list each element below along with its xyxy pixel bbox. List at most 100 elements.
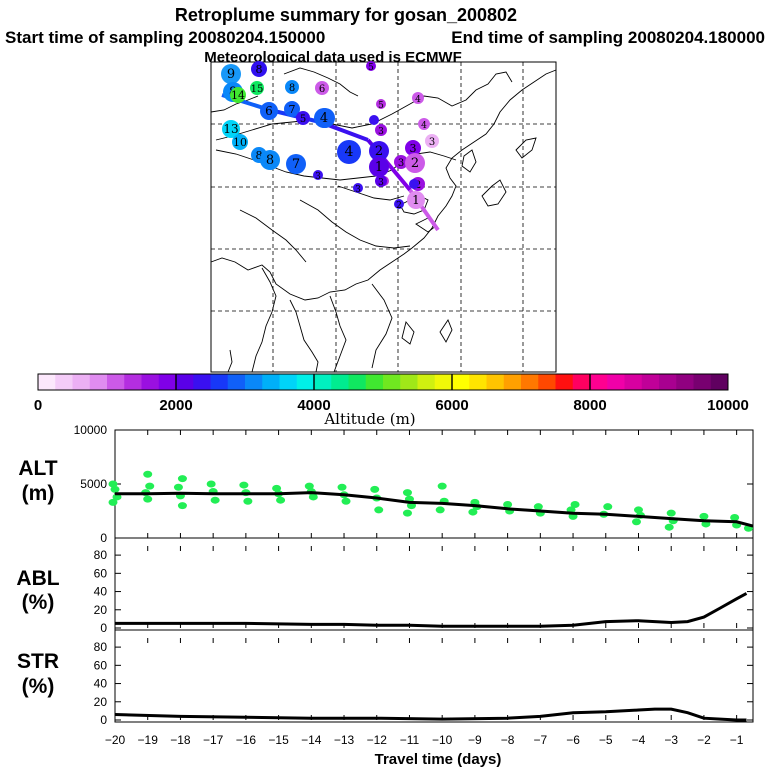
colorbar-tick-label: 0	[34, 397, 42, 414]
plume-point-circle	[405, 140, 421, 156]
plume-point-label: 5	[378, 101, 384, 111]
end-time-text: End time of sampling 20080204.180000	[451, 28, 765, 47]
plume-point-circle	[376, 99, 386, 109]
plume-point-circle	[369, 115, 379, 125]
plume-point-label: 9	[227, 67, 235, 82]
colorbar-swatch	[176, 374, 194, 390]
plume-point: 2	[369, 141, 389, 161]
colorbar-tick-label: 4000	[297, 397, 330, 414]
alt-scatter-point	[402, 489, 412, 497]
x-axis: −20 −19 −18 −17 −16 −15 −14 −13 −12 −11 −10 −9 −8 −7 −…	[105, 733, 744, 747]
plume-point-label: 5	[368, 63, 374, 73]
alt-scatter-point	[177, 502, 187, 510]
plume-point: 3	[375, 124, 387, 137]
plume-point-circle	[230, 87, 246, 103]
x-tick-label: −7	[533, 733, 547, 747]
plume-point-label: 8	[256, 63, 263, 76]
plume-point-label: 13	[223, 122, 238, 136]
plume-point: 8	[251, 61, 267, 77]
x-tick-label: −17	[203, 733, 224, 747]
alt-scatter-point	[402, 509, 412, 517]
trajectory-map: 9886554151487675434313108874231323233231	[210, 61, 557, 373]
plume-point: 4	[314, 108, 334, 128]
alt-scatter-point	[631, 518, 641, 526]
plume-point-label: 4	[345, 144, 354, 160]
plume-point: 15	[250, 81, 264, 95]
abl-panel: ABL (%) 80 60 40 20 0	[16, 537, 754, 635]
alt-scatter-point	[437, 482, 447, 490]
plume-point-label: 4	[320, 111, 328, 126]
plume-point-circle	[394, 199, 404, 209]
plume-point: 1	[407, 191, 425, 209]
figure-title: Retroplume summary for gosan_200802	[175, 5, 517, 25]
colorbar-swatch	[124, 374, 142, 390]
colorbar-swatches	[38, 374, 729, 390]
str-label: STR	[17, 650, 59, 673]
x-tick-label: −10	[432, 733, 453, 747]
abl-panel-frame	[114, 537, 754, 631]
alt-label: ALT	[18, 457, 57, 480]
plume-point-label: 3	[315, 172, 321, 182]
alt-scatter-point	[435, 506, 445, 514]
colorbar-swatch	[607, 374, 625, 390]
trajectory-segment	[383, 158, 412, 192]
plume-point: 2	[405, 153, 425, 173]
alt-scatter-point	[730, 513, 740, 521]
alt-scatter-point	[374, 506, 384, 514]
x-tick-label: −8	[501, 733, 515, 747]
plume-point-label: 2	[375, 144, 383, 159]
colorbar-frame	[37, 373, 729, 391]
plume-point-label: 15	[251, 84, 264, 95]
colorbar-swatch	[383, 374, 401, 390]
plume-point-circle	[313, 170, 323, 180]
alt-scatter-point	[308, 493, 318, 501]
plume-point-label: 4	[421, 121, 427, 131]
x-tick-label: −5	[599, 733, 613, 747]
alt-scatter-point	[143, 470, 153, 478]
colorbar-swatch	[227, 374, 246, 390]
plume-point: 6	[260, 102, 278, 120]
alt-scatter-point	[145, 482, 155, 490]
plume-point-circle	[296, 111, 310, 125]
alt-scatter-point	[108, 480, 118, 488]
colorbar-swatch	[331, 374, 349, 390]
plume-point: 8	[260, 150, 280, 170]
plume-point-circle	[425, 134, 439, 148]
x-tick-label: −3	[664, 733, 678, 747]
alt-scatter-point	[206, 480, 216, 488]
alt-scatter-point	[337, 483, 347, 491]
plume-point-circle	[366, 61, 376, 71]
plume-point-label: 3	[378, 127, 384, 137]
y-tick-label: 80	[94, 548, 108, 562]
plume-point-label: 8	[289, 83, 295, 94]
plume-point-label: 5	[300, 114, 306, 125]
plume-point-circle	[369, 157, 389, 177]
plume-point: 7	[286, 154, 306, 174]
y-tick-label: 60	[94, 566, 108, 580]
colorbar-swatch	[296, 374, 315, 390]
plume-point-label: 1	[412, 193, 420, 207]
colorbar-swatch	[676, 374, 694, 390]
plume-point-circle	[409, 179, 419, 189]
colorbar-swatch	[572, 374, 591, 390]
plume-point-circle	[369, 141, 389, 161]
alt-scatter-point	[110, 485, 120, 493]
plume-point: 1	[369, 157, 389, 177]
colorbar-swatch	[38, 374, 56, 390]
plume-point-label: 2	[396, 201, 402, 211]
alt-mean-line	[115, 491, 754, 528]
colorbar-tick-label: 6000	[435, 397, 468, 414]
colorbar-swatch	[55, 374, 73, 390]
colorbar-swatch	[365, 374, 384, 390]
plume-point-circle	[232, 134, 248, 150]
y-tick-label: 0	[100, 621, 107, 635]
colorbar-swatch	[590, 374, 608, 390]
y-tick-label: 40	[94, 677, 108, 691]
colorbar-swatch	[452, 374, 470, 390]
plume-point-label: 8	[266, 153, 274, 168]
y-tick-label: 5000	[80, 477, 107, 491]
plume-point-label: 7	[292, 157, 300, 172]
plume-point-label: 1	[375, 160, 383, 175]
plume-point: 3	[394, 155, 408, 169]
alt-scatter-point	[603, 503, 613, 511]
